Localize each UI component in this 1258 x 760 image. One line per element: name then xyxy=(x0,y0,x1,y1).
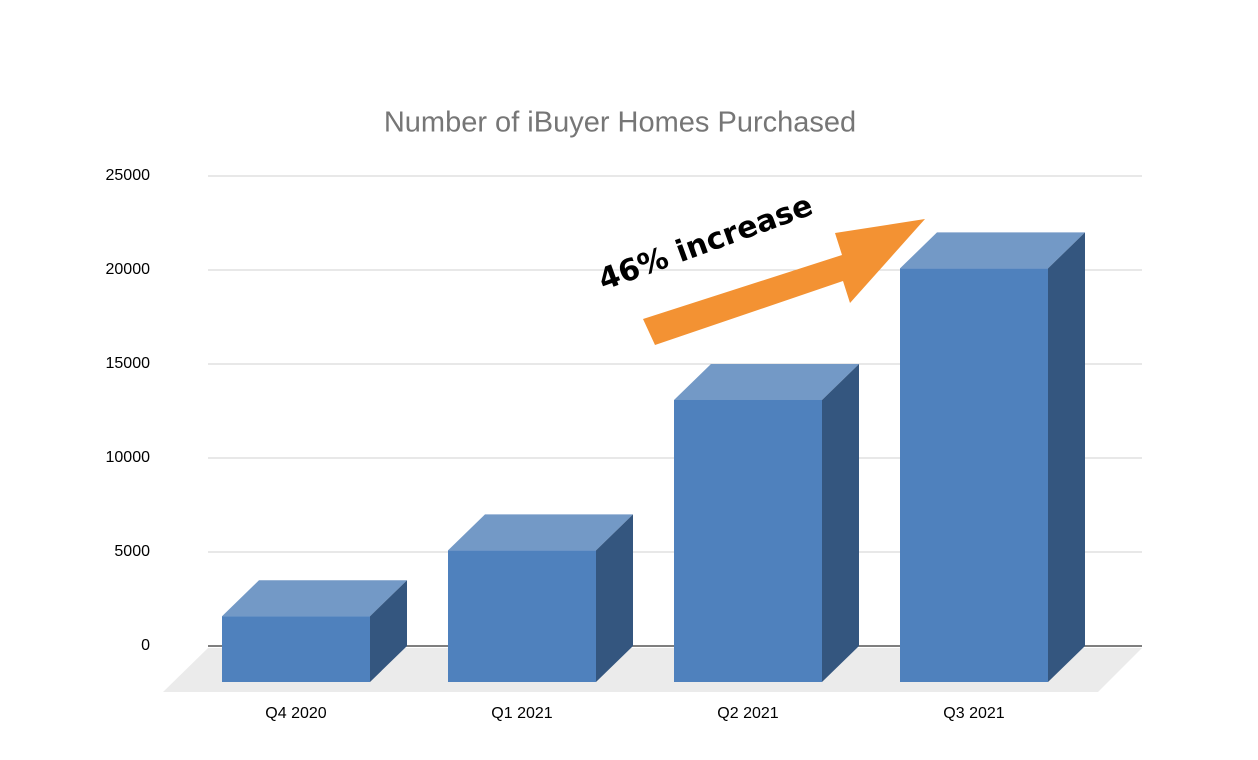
bar-top xyxy=(674,364,859,400)
y-tick-label: 0 xyxy=(141,637,150,654)
bar-front xyxy=(448,550,596,682)
bar-front xyxy=(900,268,1048,682)
x-tick-label: Q1 2021 xyxy=(491,705,552,722)
x-tick-label: Q3 2021 xyxy=(943,705,1004,722)
y-tick-label: 20000 xyxy=(106,261,151,278)
y-tick-label: 15000 xyxy=(106,355,151,372)
bar xyxy=(900,232,1085,682)
bar-top xyxy=(900,232,1085,269)
bar xyxy=(222,580,407,682)
bar-front xyxy=(674,400,822,682)
y-tick-label: 5000 xyxy=(114,543,150,560)
bar-side xyxy=(822,364,859,682)
floor xyxy=(163,648,1142,692)
bar-top xyxy=(448,514,633,551)
bar-front xyxy=(222,616,370,682)
bar xyxy=(674,364,859,682)
arrow xyxy=(643,219,925,345)
bar-side xyxy=(370,580,407,682)
x-tick-label: Q2 2021 xyxy=(717,705,778,722)
chart-title: Number of iBuyer Homes Purchased xyxy=(384,107,856,139)
y-tick-label: 10000 xyxy=(106,449,151,466)
bar-top xyxy=(222,580,407,617)
x-tick-label: Q4 2020 xyxy=(265,705,326,722)
bar-side xyxy=(1048,232,1085,682)
y-tick-label: 25000 xyxy=(106,167,151,184)
plot: 0 5000 10000 15000 20000 25000 Q4 2020 Q1 2021 Q… xyxy=(106,167,1142,722)
bar-side xyxy=(596,514,633,682)
bar xyxy=(448,514,633,682)
